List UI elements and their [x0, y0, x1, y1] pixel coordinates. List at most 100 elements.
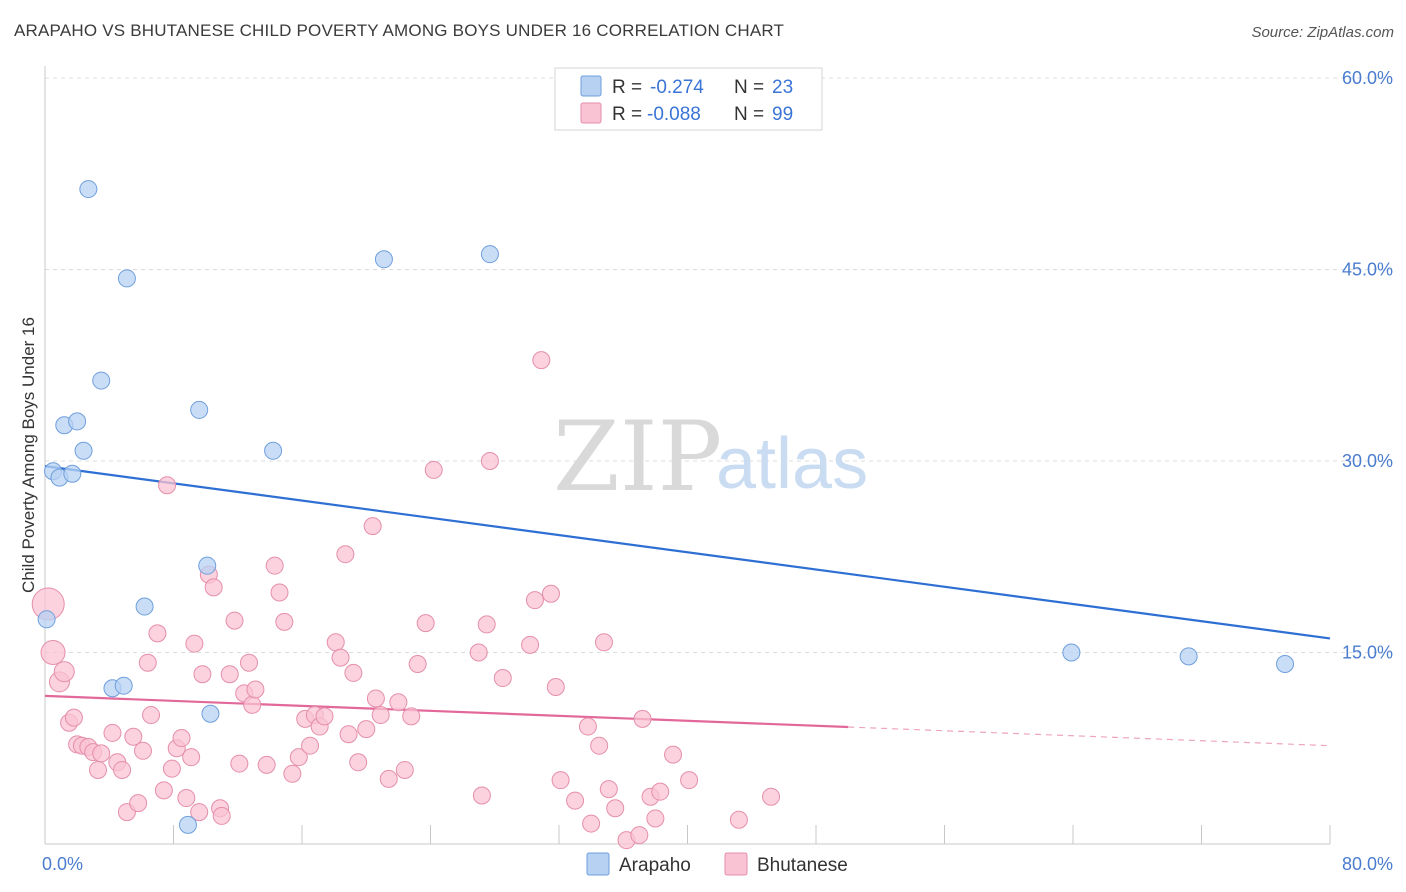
bhutanese-trend-line	[44, 694, 849, 729]
bhutanese-point	[40, 640, 66, 665]
bhutanese-point	[651, 782, 670, 801]
bhutanese-point	[129, 794, 148, 813]
bhutanese-point	[395, 760, 414, 779]
bhutanese-point	[182, 748, 201, 767]
bhutanese-point	[283, 764, 302, 783]
arapaho-point	[1062, 643, 1081, 662]
arapaho-point	[114, 676, 133, 695]
bhutanese-point	[599, 780, 618, 799]
source-label: Source: ZipAtlas.com	[1251, 24, 1394, 41]
bhutanese-point	[246, 680, 265, 699]
bhutanese-point	[331, 648, 350, 667]
bhutanese-point	[158, 476, 177, 495]
bhutanese-point	[371, 706, 390, 725]
bhutanese-point	[339, 725, 358, 744]
arapaho-point	[135, 597, 154, 616]
bottom-legend-label-bhutanese: Bhutanese	[757, 855, 848, 876]
bhutanese-point	[344, 663, 363, 682]
bhutanese-point	[148, 624, 167, 643]
bhutanese-point	[225, 611, 244, 630]
bhutanese-point	[578, 717, 597, 736]
bhutanese-point	[541, 584, 560, 603]
arapaho-points	[37, 180, 1295, 834]
axes	[44, 66, 1331, 845]
bhutanese-point	[630, 826, 649, 845]
bhutanese-point	[204, 578, 223, 597]
watermark-atlas: atlas	[716, 424, 868, 504]
arapaho-point	[201, 704, 220, 723]
arapaho-point	[117, 269, 136, 288]
legend: R = -0.274 N = 23 R = -0.088 N = 99	[554, 67, 823, 131]
bhutanese-point	[265, 556, 284, 575]
bhutanese-point	[389, 693, 408, 712]
arapaho-point	[92, 371, 111, 390]
bhutanese-point	[154, 781, 173, 800]
grid-lines	[45, 77, 1392, 653]
bhutanese-point	[133, 741, 152, 760]
bhutanese-point	[680, 771, 699, 790]
bottom-legend: Arapaho Bhutanese	[586, 852, 848, 876]
arapaho-point	[37, 610, 56, 629]
bhutanese-point	[172, 729, 191, 748]
bhutanese-point	[363, 517, 382, 536]
arapaho-point	[1276, 654, 1295, 673]
chart-title: ARAPAHO VS BHUTANESE CHILD POVERTY AMONG…	[14, 21, 785, 40]
x-tick-label: 80.0%	[1342, 854, 1393, 874]
legend-swatch-arapaho	[580, 75, 602, 97]
y-tick-label: 60.0%	[1342, 68, 1393, 88]
y-tick-label: 45.0%	[1342, 260, 1393, 280]
bhutanese-point	[64, 708, 83, 727]
bhutanese-point	[424, 460, 443, 479]
bhutanese-point	[230, 754, 249, 773]
arapaho-point	[1179, 647, 1198, 666]
bhutanese-point	[239, 653, 258, 672]
bhutanese-point	[185, 634, 204, 653]
tick-labels: 15.0% 30.0% 45.0% 60.0% 0.0% 80.0%	[42, 68, 1393, 874]
bhutanese-point	[301, 736, 320, 755]
bhutanese-point	[480, 452, 499, 470]
bhutanese-point	[477, 615, 496, 634]
bhutanese-trend-line-extension	[848, 726, 1331, 747]
bhutanese-point	[315, 707, 334, 726]
y-tick-label: 30.0%	[1342, 451, 1393, 471]
bhutanese-point	[521, 635, 540, 654]
bhutanese-point	[633, 709, 652, 728]
arapaho-point	[68, 412, 87, 431]
legend-r-label-bhutanese: R =	[612, 104, 642, 125]
bhutanese-point	[103, 723, 122, 742]
bhutanese-point	[729, 810, 748, 829]
arapaho-point	[264, 441, 283, 460]
bhutanese-point	[220, 665, 239, 684]
bhutanese-point	[349, 753, 368, 772]
bhutanese-point	[243, 695, 262, 714]
bhutanese-point	[270, 583, 289, 602]
y-tick-label: 15.0%	[1342, 643, 1393, 663]
legend-r-label-arapaho: R =	[612, 77, 642, 98]
bottom-legend-label-arapaho: Arapaho	[619, 855, 691, 876]
bhutanese-point	[142, 706, 161, 725]
bhutanese-point	[416, 614, 435, 633]
bhutanese-point	[193, 665, 212, 684]
bhutanese-point	[469, 643, 488, 662]
bhutanese-point	[525, 591, 544, 610]
bhutanese-point	[138, 653, 157, 672]
bhutanese-point	[762, 787, 781, 806]
legend-swatch-bhutanese	[580, 102, 602, 124]
bhutanese-point	[162, 759, 181, 778]
bhutanese-point	[190, 803, 209, 822]
bhutanese-point	[326, 633, 345, 652]
legend-n-label-arapaho: N =	[734, 77, 764, 98]
bhutanese-point	[92, 744, 111, 763]
arapaho-point	[74, 441, 93, 460]
bhutanese-point	[357, 720, 376, 739]
bhutanese-point	[493, 669, 512, 688]
bhutanese-point	[289, 748, 308, 767]
x-tick-label: 0.0%	[42, 854, 83, 874]
bhutanese-point	[257, 755, 276, 774]
y-axis-label: Child Poverty Among Boys Under 16	[19, 317, 38, 593]
watermark: ZIP atlas	[553, 401, 868, 513]
bhutanese-point	[408, 654, 427, 673]
bhutanese-point	[546, 677, 565, 696]
bhutanese-point	[336, 545, 355, 564]
bhutanese-point	[664, 745, 683, 764]
